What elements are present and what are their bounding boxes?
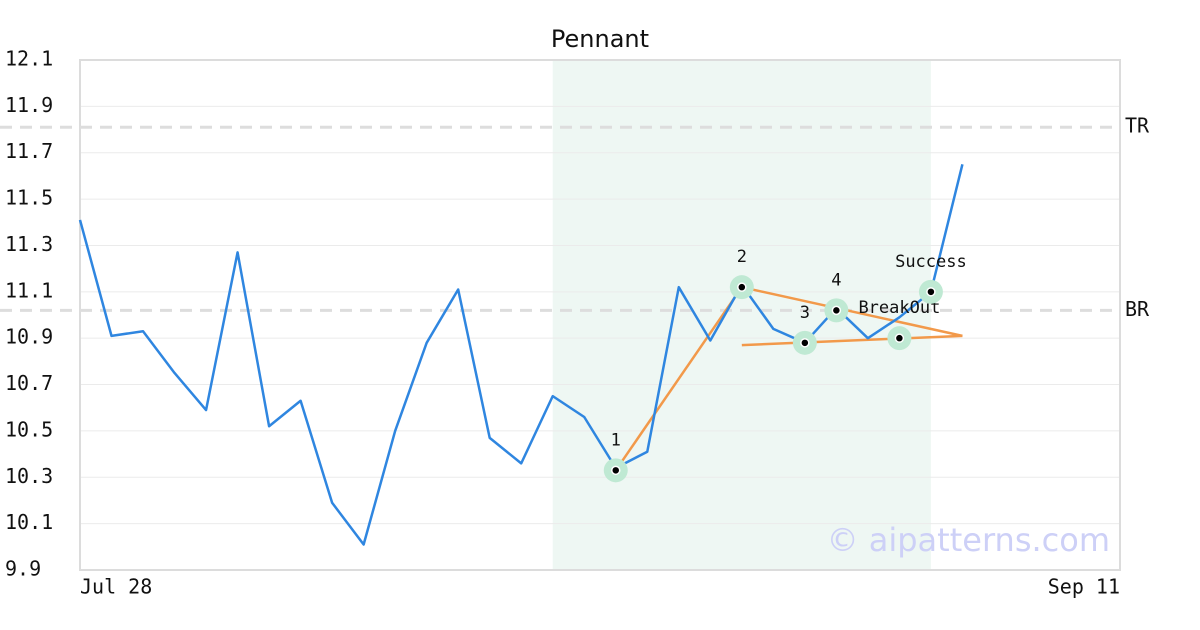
y-tick-label: 10.9 bbox=[5, 325, 53, 349]
trendline bbox=[741, 285, 963, 338]
price-line bbox=[78, 164, 964, 546]
plot-frame bbox=[79, 59, 1121, 571]
x-tick-label: Jul 28 bbox=[80, 575, 152, 599]
pattern-point bbox=[800, 338, 810, 348]
y-tick-label: 10.1 bbox=[5, 510, 53, 534]
x-tick-label: Sep 11 bbox=[1048, 575, 1120, 599]
level-label: TR bbox=[1125, 114, 1150, 138]
y-tick-label: 11.9 bbox=[5, 93, 53, 117]
pattern-point bbox=[737, 282, 747, 292]
trendline bbox=[741, 334, 963, 347]
chart-title: Pennant bbox=[551, 25, 649, 53]
y-tick-label: 12.1 bbox=[5, 47, 53, 71]
trendline bbox=[614, 286, 743, 472]
pattern-point-label: 1 bbox=[611, 430, 621, 450]
level-label: BR bbox=[1125, 297, 1150, 321]
y-tick-label: 11.7 bbox=[5, 139, 53, 163]
y-tick-label: 10.3 bbox=[5, 464, 53, 488]
y-tick-label: 10.7 bbox=[5, 371, 53, 395]
pattern-point bbox=[926, 287, 936, 297]
pattern-point bbox=[611, 465, 621, 476]
y-tick-label: 10.5 bbox=[5, 417, 53, 441]
pattern-point-label: Success bbox=[895, 252, 967, 272]
y-tick-label: 11.1 bbox=[5, 278, 53, 302]
pattern-point-label: 2 bbox=[737, 247, 747, 267]
watermark: © aipatterns.com bbox=[827, 521, 1110, 559]
pattern-point bbox=[894, 333, 905, 343]
pattern-point-label: BreakOut bbox=[858, 298, 940, 318]
y-tick-label: 11.5 bbox=[5, 186, 53, 210]
y-tick-label: 11.3 bbox=[5, 232, 53, 256]
pattern-point-label: 3 bbox=[800, 303, 810, 323]
pattern-point-label: 4 bbox=[831, 270, 841, 290]
pattern-point bbox=[831, 305, 842, 316]
y-tick-label: 9.9 bbox=[5, 557, 41, 581]
